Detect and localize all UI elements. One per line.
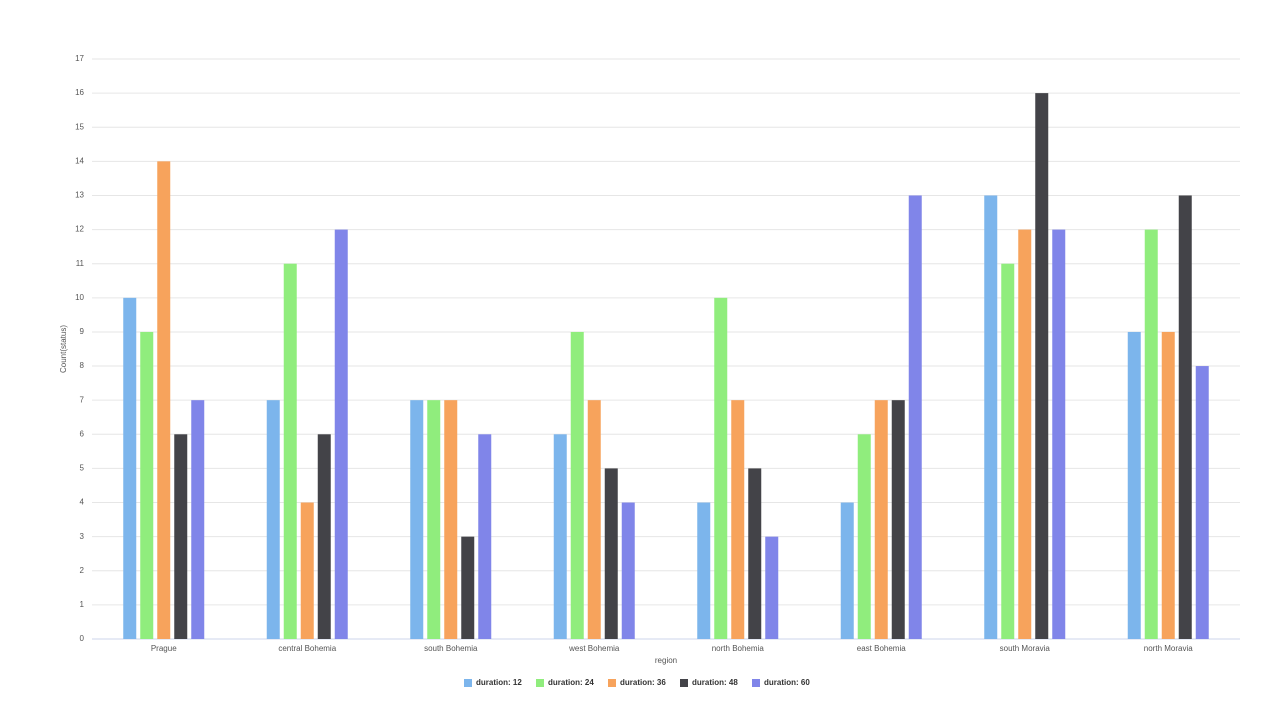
legend-label: duration: 60 — [764, 678, 810, 687]
bar — [1018, 229, 1032, 639]
bar — [621, 502, 635, 639]
bar — [1161, 331, 1175, 639]
bar — [174, 434, 188, 639]
x-axis-label: region — [655, 656, 677, 665]
y-axis-label: Count(status) — [59, 325, 68, 373]
bar — [1195, 366, 1209, 639]
y-tick-label: 3 — [80, 532, 85, 541]
x-tick-label: central Bohemia — [278, 644, 336, 653]
y-tick-label: 8 — [80, 361, 85, 370]
bar — [191, 400, 205, 639]
legend-swatch — [464, 679, 472, 687]
bar — [604, 468, 618, 639]
bar — [1127, 331, 1141, 639]
bar — [334, 229, 348, 639]
legend-swatch — [608, 679, 616, 687]
y-tick-label: 12 — [75, 225, 84, 234]
bar — [1144, 229, 1158, 639]
y-tick-label: 0 — [80, 634, 85, 643]
bar — [553, 434, 567, 639]
bar — [266, 400, 280, 639]
bar — [891, 400, 905, 639]
legend-label: duration: 48 — [692, 678, 738, 687]
bar — [714, 297, 728, 639]
bar — [570, 331, 584, 639]
bar — [840, 502, 854, 639]
bar — [140, 331, 154, 639]
bar — [461, 536, 475, 639]
legend-label: duration: 12 — [476, 678, 522, 687]
bar — [317, 434, 331, 639]
legend-swatch — [536, 679, 544, 687]
bar — [427, 400, 441, 639]
y-tick-label: 10 — [75, 293, 84, 302]
x-tick-label: south Bohemia — [424, 644, 478, 653]
y-tick-label: 6 — [80, 429, 85, 438]
bar — [587, 400, 601, 639]
legend-swatch — [680, 679, 688, 687]
bar — [157, 161, 171, 639]
x-tick-label: west Bohemia — [568, 644, 620, 653]
x-tick-label: south Moravia — [1000, 644, 1051, 653]
bar — [444, 400, 458, 639]
x-tick-label: north Moravia — [1144, 644, 1193, 653]
legend-label: duration: 24 — [548, 678, 594, 687]
bar — [1001, 263, 1015, 639]
bar — [874, 400, 888, 639]
x-tick-label: east Bohemia — [857, 644, 906, 653]
bar — [908, 195, 922, 639]
bar — [123, 297, 137, 639]
bar — [1035, 93, 1049, 639]
y-tick-label: 9 — [80, 327, 85, 336]
y-tick-label: 14 — [75, 156, 84, 165]
bar — [984, 195, 998, 639]
y-tick-label: 2 — [80, 566, 85, 575]
bar — [748, 468, 762, 639]
y-tick-label: 5 — [80, 464, 85, 473]
bar — [478, 434, 492, 639]
legend-label: duration: 36 — [620, 678, 666, 687]
bar — [1052, 229, 1066, 639]
bar — [283, 263, 297, 639]
legend-swatch — [752, 679, 760, 687]
y-tick-label: 1 — [80, 600, 85, 609]
bar — [765, 536, 779, 639]
bar — [731, 400, 745, 639]
y-tick-label: 4 — [80, 498, 85, 507]
bar — [857, 434, 871, 639]
y-tick-label: 15 — [75, 122, 84, 131]
y-tick-label: 16 — [75, 88, 84, 97]
y-tick-label: 11 — [76, 259, 85, 268]
y-tick-label: 13 — [75, 191, 84, 200]
x-tick-label: Prague — [151, 644, 177, 653]
bar — [1178, 195, 1192, 639]
bar — [300, 502, 314, 639]
x-tick-label: north Bohemia — [712, 644, 765, 653]
y-tick-label: 17 — [75, 54, 84, 63]
y-tick-label: 7 — [80, 395, 85, 404]
bar — [410, 400, 424, 639]
bar — [697, 502, 711, 639]
